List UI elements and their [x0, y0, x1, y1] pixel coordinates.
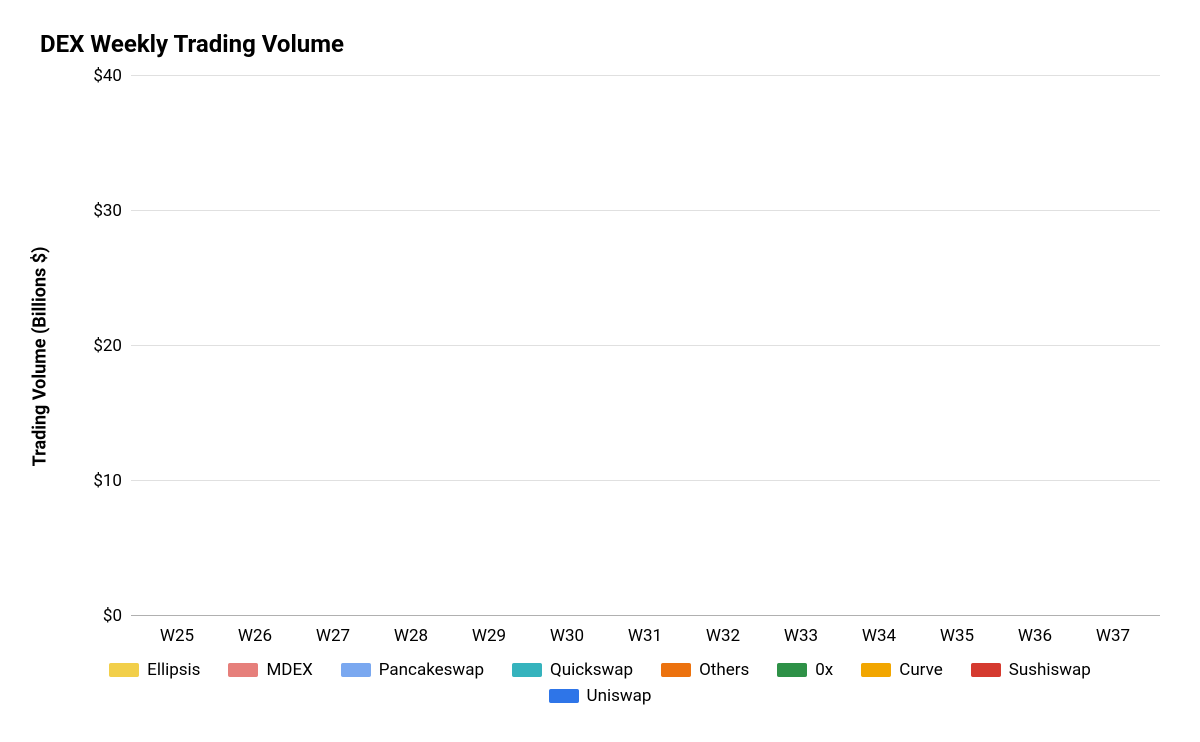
legend-label: Quickswap: [550, 660, 633, 680]
x-tick-label: W25: [138, 616, 216, 646]
legend-swatch: [341, 663, 371, 677]
legend-item-ellipsis: Ellipsis: [109, 660, 200, 680]
legend-swatch: [661, 663, 691, 677]
legend-item-quickswap: Quickswap: [512, 660, 633, 680]
legend-item-zerox: 0x: [777, 660, 833, 680]
y-tick-label: $20: [93, 336, 122, 356]
x-tick-label: W32: [684, 616, 762, 646]
y-axis: $0$10$20$30$40: [70, 76, 130, 616]
grid-line: [131, 75, 1160, 76]
legend-label: Curve: [899, 660, 943, 680]
x-tick-label: W26: [216, 616, 294, 646]
legend-label: Pancakeswap: [379, 660, 484, 680]
chart-container: DEX Weekly Trading Volume Trading Volume…: [0, 0, 1200, 742]
legend-swatch: [549, 689, 579, 703]
x-tick-label: W35: [918, 616, 996, 646]
legend-item-uniswap: Uniswap: [549, 686, 652, 706]
legend: Ellipsis MDEX Pancakeswap Quickswap Others 0x…: [40, 660, 1160, 706]
legend-item-sushiswap: Sushiswap: [971, 660, 1091, 680]
x-axis: W25W26W27W28W29W30W31W32W33W34W35W36W37: [130, 616, 1160, 646]
legend-item-others: Others: [661, 660, 749, 680]
legend-swatch: [777, 663, 807, 677]
y-tick-label: $0: [103, 606, 122, 626]
legend-label: Sushiswap: [1009, 660, 1091, 680]
grid-line: [131, 480, 1160, 481]
legend-swatch: [109, 663, 139, 677]
x-tick-label: W34: [840, 616, 918, 646]
x-tick-label: W36: [996, 616, 1074, 646]
x-tick-label: W30: [528, 616, 606, 646]
y-tick-label: $30: [93, 201, 122, 221]
grid-line: [131, 210, 1160, 211]
plot-area: [130, 76, 1160, 616]
chart-title: DEX Weekly Trading Volume: [40, 30, 1160, 58]
plot-area-wrapper: Trading Volume (Billions $) $0$10$20$30$…: [40, 76, 1160, 616]
x-tick-label: W33: [762, 616, 840, 646]
legend-label: MDEX: [266, 660, 312, 680]
y-axis-label: Trading Volume (Billions $): [30, 247, 51, 467]
y-tick-label: $40: [93, 66, 122, 86]
legend-swatch: [512, 663, 542, 677]
legend-label: Others: [699, 660, 749, 680]
legend-label: Ellipsis: [147, 660, 200, 680]
x-tick-label: W31: [606, 616, 684, 646]
legend-item-mdex: MDEX: [228, 660, 312, 680]
legend-swatch: [861, 663, 891, 677]
legend-item-pancakeswap: Pancakeswap: [341, 660, 484, 680]
y-axis-label-wrap: Trading Volume (Billions $): [40, 76, 70, 616]
bars-container: [131, 76, 1160, 616]
x-tick-label: W29: [450, 616, 528, 646]
axis-baseline: [131, 615, 1160, 616]
legend-label: Uniswap: [587, 686, 652, 706]
legend-swatch: [971, 663, 1001, 677]
legend-swatch: [228, 663, 258, 677]
y-tick-label: $10: [93, 471, 122, 491]
legend-item-curve: Curve: [861, 660, 943, 680]
x-tick-label: W37: [1074, 616, 1152, 646]
x-tick-label: W27: [294, 616, 372, 646]
legend-label: 0x: [815, 660, 833, 680]
grid-line: [131, 345, 1160, 346]
x-tick-label: W28: [372, 616, 450, 646]
